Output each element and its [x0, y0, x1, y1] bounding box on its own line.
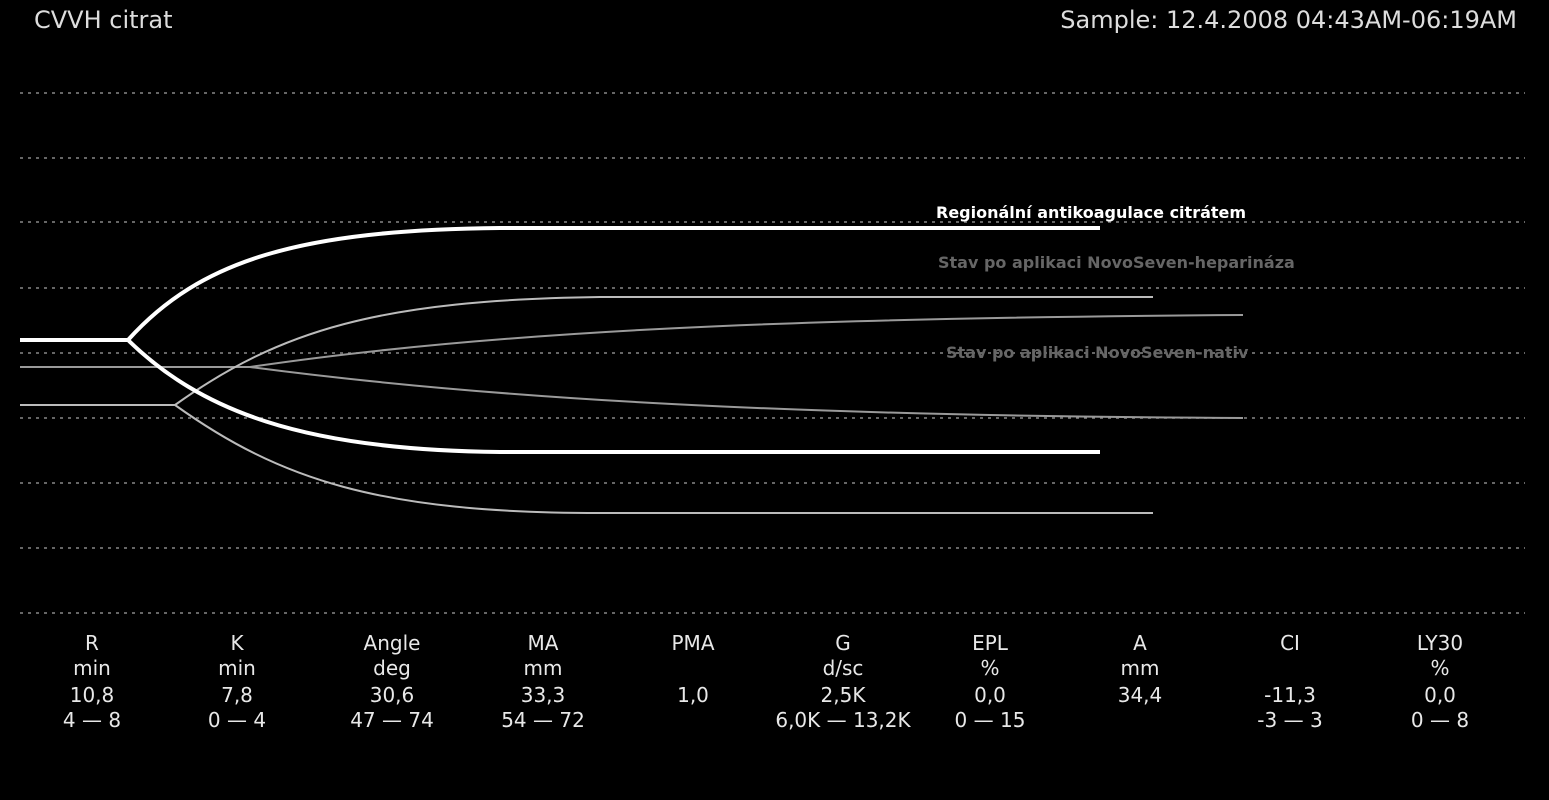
param-unit: mm: [524, 656, 563, 680]
curve-label: Stav po aplikaci NovoSeven-nativ: [946, 343, 1249, 362]
param-value: 30,6: [370, 683, 415, 707]
param-value: -11,3: [1264, 683, 1316, 707]
param-unit: %: [1430, 656, 1449, 680]
trace-citrat: [126, 338, 1100, 454]
param-value: 10,8: [70, 683, 115, 707]
param-range: 6,0K — 13,2K: [775, 708, 911, 732]
param-name: Angle: [364, 631, 421, 655]
param-name: EPL: [972, 631, 1009, 655]
param-name: A: [1133, 631, 1147, 655]
param-unit: deg: [373, 656, 411, 680]
param-name: LY30: [1417, 631, 1463, 655]
param-range: 0 — 8: [1411, 708, 1469, 732]
param-value: 0,0: [1424, 683, 1456, 707]
param-range: 0 — 4: [208, 708, 266, 732]
param-range: 0 — 15: [955, 708, 1026, 732]
param-range: 47 — 74: [350, 708, 434, 732]
param-unit: %: [980, 656, 999, 680]
curve-label: Stav po aplikaci NovoSeven-heparináza: [938, 253, 1295, 272]
trace-heparinaza: [174, 404, 1153, 514]
param-name: PMA: [672, 631, 715, 655]
param-value: 34,4: [1118, 683, 1163, 707]
param-unit: min: [73, 656, 111, 680]
param-name: K: [230, 631, 244, 655]
trace-nativ: [20, 314, 1244, 368]
param-value: 2,5K: [821, 683, 867, 707]
param-unit: d/sc: [823, 656, 864, 680]
param-unit: min: [218, 656, 256, 680]
param-name: G: [835, 631, 851, 655]
param-range: 54 — 72: [501, 708, 585, 732]
param-name: R: [85, 631, 99, 655]
param-name: MA: [528, 631, 559, 655]
traces: [20, 226, 1244, 514]
curve-label: Regionální antikoagulace citrátem: [936, 203, 1246, 222]
param-value: 0,0: [974, 683, 1006, 707]
trace-heparinaza: [20, 296, 1153, 406]
sample-time: Sample: 12.4.2008 04:43AM-06:19AM: [1060, 6, 1517, 34]
param-name: CI: [1280, 631, 1300, 655]
screen-title: CVVH citrat: [34, 6, 173, 34]
param-value: 1,0: [677, 683, 709, 707]
trace-nativ: [249, 366, 1244, 419]
param-range: -3 — 3: [1257, 708, 1322, 732]
param-value: 33,3: [521, 683, 566, 707]
param-unit: mm: [1121, 656, 1160, 680]
trace-citrat: [20, 226, 1100, 342]
param-range: 4 — 8: [63, 708, 121, 732]
grid: [20, 92, 1525, 614]
param-value: 7,8: [221, 683, 253, 707]
